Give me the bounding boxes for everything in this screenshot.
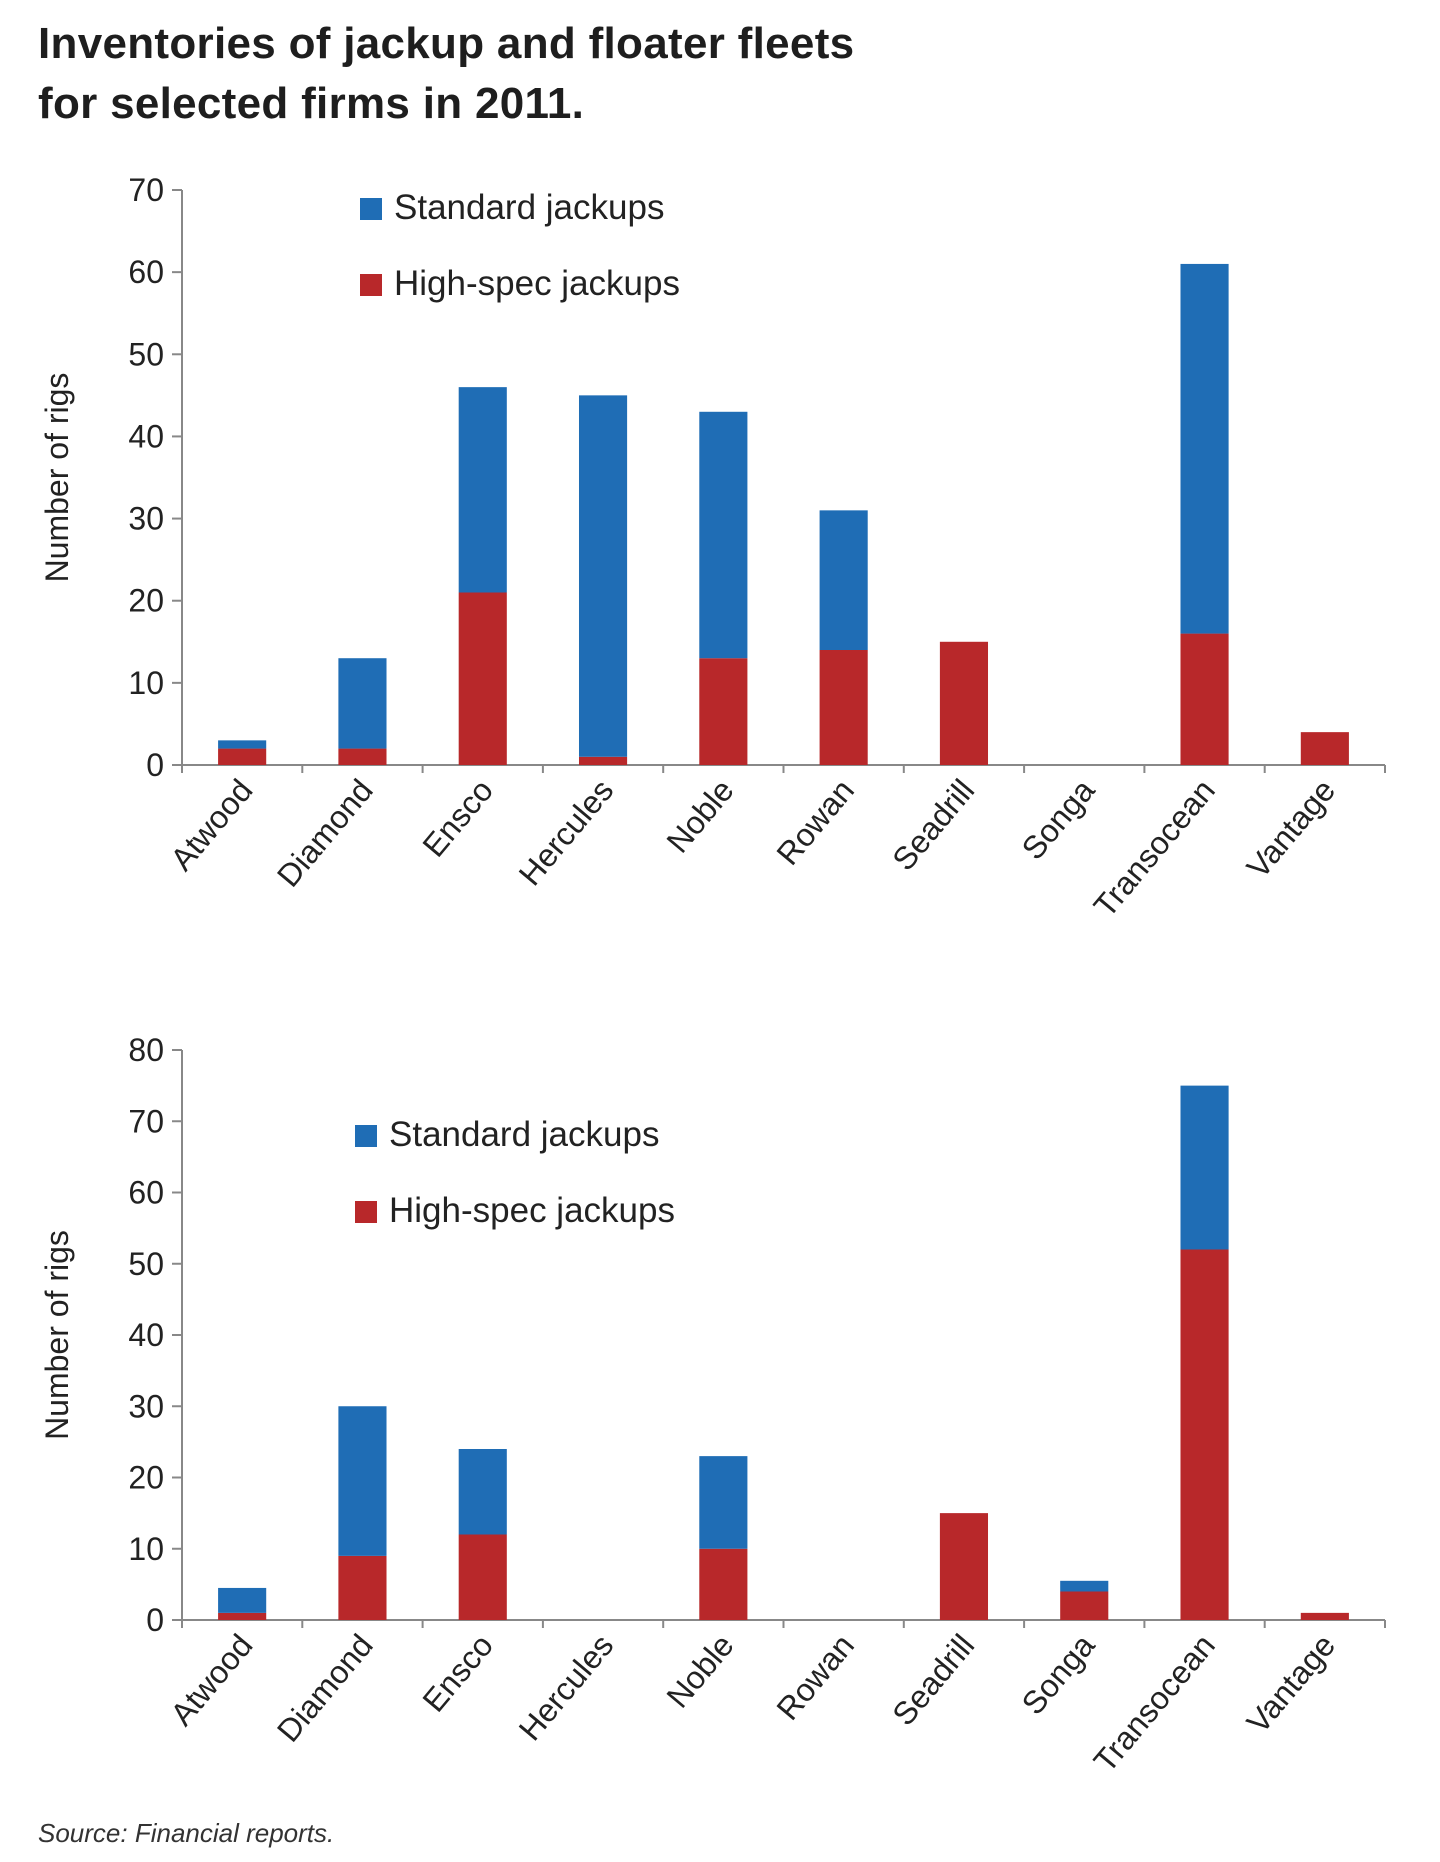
legend-swatch	[355, 1201, 377, 1223]
legend-label: Standard jackups	[389, 1115, 659, 1154]
x-tick-label: Atwood	[163, 772, 259, 877]
bar-high-spec-noble	[699, 1548, 748, 1620]
x-tick-label: Diamond	[270, 1627, 380, 1748]
x-tick-label: Noble	[659, 1627, 740, 1714]
bar-high-spec-songa	[1060, 1591, 1109, 1620]
bar-high-spec-hercules	[578, 756, 628, 765]
bar-standard-rowan	[819, 510, 868, 650]
y-tick-label: 10	[128, 1531, 164, 1567]
chart-top: 0 10 20 30 40 50 60 70 Number of rigs Atwood Diamo…	[39, 172, 1386, 924]
y-tick-label: 60	[128, 1175, 164, 1211]
x-tick-label: Rowan	[769, 772, 861, 871]
x-tick-label: Hercules	[512, 1627, 621, 1747]
bar-high-spec-seadrill	[939, 641, 989, 765]
bar-high-spec-diamond	[338, 748, 387, 765]
bar-high-spec-diamond	[338, 1555, 387, 1620]
x-tick-label: Rowan	[769, 1627, 861, 1726]
bar-standard-ensco	[458, 1449, 507, 1535]
bar-standard-diamond	[338, 658, 387, 749]
x-tick-label: Vantage	[1240, 772, 1343, 885]
x-tick-label: Ensco	[415, 772, 500, 863]
bar-standard-ensco	[458, 387, 507, 593]
y-axis-label: Number of rigs	[39, 1230, 75, 1440]
y-tick-label: 50	[128, 336, 164, 372]
x-tick-label: Seadrill	[885, 1627, 981, 1732]
bar-standard-atwood	[218, 1587, 267, 1613]
y-tick-label: 20	[128, 583, 164, 619]
legend-label: Standard jackups	[394, 188, 664, 227]
y-tick-label: 70	[128, 1103, 164, 1139]
y-tick-label: 50	[128, 1246, 164, 1282]
x-tick-label: Noble	[659, 772, 740, 859]
x-tick-label: Vantage	[1240, 1627, 1343, 1740]
bar-high-spec-rowan	[819, 650, 868, 765]
bar-standard-atwood	[218, 740, 267, 749]
legend-label: High-spec jackups	[389, 1191, 675, 1230]
x-tick-label: Seadrill	[885, 772, 981, 877]
y-tick-label: 30	[128, 1388, 164, 1424]
x-tick-label: Songa	[1015, 772, 1102, 866]
x-tick-label: Hercules	[512, 772, 621, 892]
y-tick-label: 60	[128, 254, 164, 290]
x-tick-label: Diamond	[270, 772, 380, 893]
bar-standard-songa	[1060, 1580, 1109, 1592]
y-tick-label: 80	[128, 1032, 164, 1068]
bar-high-spec-vantage	[1300, 1612, 1349, 1620]
y-tick-label: 20	[128, 1460, 164, 1496]
x-tick-label: Songa	[1015, 1627, 1102, 1721]
bar-high-spec-vantage	[1300, 732, 1349, 765]
bar-high-spec-atwood	[218, 1612, 267, 1620]
bar-standard-noble	[699, 1456, 748, 1549]
y-tick-label: 40	[128, 418, 164, 454]
legend-swatch	[360, 198, 382, 220]
legend-label: High-spec jackups	[394, 264, 680, 303]
bar-high-spec-ensco	[458, 1534, 507, 1620]
y-axis-label: Number of rigs	[39, 373, 75, 583]
y-tick-label: 0	[146, 1602, 164, 1638]
bar-high-spec-noble	[699, 658, 748, 765]
y-tick-label: 0	[146, 747, 164, 783]
source-note: Source: Financial reports.	[38, 1818, 335, 1848]
y-tick-label: 40	[128, 1317, 164, 1353]
y-tick-label: 30	[128, 501, 164, 537]
x-tick-label: Transocean	[1086, 1627, 1221, 1779]
bar-standard-hercules	[578, 395, 628, 757]
chart-bottom: 0 10 20 30 40 50 60 70 80 Number of rigs Atwood Dia…	[39, 1032, 1386, 1779]
bar-standard-transocean	[1180, 1085, 1229, 1250]
y-tick-label: 10	[128, 665, 164, 701]
bar-high-spec-transocean	[1180, 633, 1229, 765]
chart-title-line1: Inventories of jackup and floater fleets	[38, 19, 855, 68]
legend-swatch	[360, 274, 382, 296]
y-tick-label: 70	[128, 172, 164, 208]
bar-high-spec-atwood	[218, 748, 267, 765]
bar-standard-diamond	[338, 1406, 387, 1556]
chart-title: Inventories of jackup and floater fleets…	[38, 14, 1418, 134]
bar-standard-noble	[699, 411, 748, 659]
legend-swatch	[355, 1125, 377, 1147]
chart-title-line2: for selected firms in 2011.	[38, 79, 585, 128]
x-tick-label: Ensco	[415, 1627, 500, 1718]
bar-standard-transocean	[1180, 263, 1229, 634]
bar-high-spec-ensco	[458, 592, 507, 765]
bar-high-spec-transocean	[1180, 1249, 1229, 1620]
bar-high-spec-seadrill	[939, 1513, 989, 1620]
x-tick-label: Atwood	[163, 1627, 259, 1732]
x-tick-label: Transocean	[1086, 772, 1221, 924]
